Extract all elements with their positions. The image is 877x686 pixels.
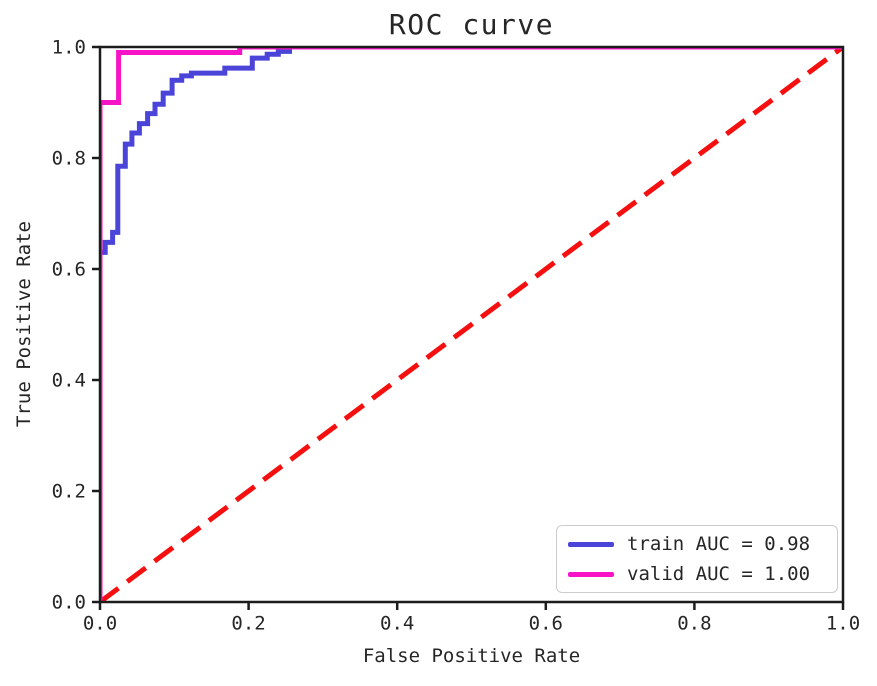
legend-label-valid: valid AUC = 1.00 (627, 562, 811, 585)
plot-spines (98, 45, 845, 604)
y-tick-label: 0.0 (52, 591, 86, 613)
y-tick-label: 0.2 (52, 480, 86, 502)
legend-entry-train: train AUC = 0.98 (557, 532, 837, 557)
chart-title: ROC curve (388, 8, 555, 41)
x-tick-label: 1.0 (826, 613, 860, 635)
x-tick-label: 0.0 (83, 613, 117, 635)
train-curve (100, 47, 843, 602)
curves-layer (100, 47, 843, 602)
legend-label-train: train AUC = 0.98 (627, 532, 811, 555)
y-tick-label: 0.8 (52, 147, 86, 169)
x-axis-label: False Positive Rate (362, 645, 581, 667)
valid-curve (100, 47, 843, 602)
x-tick-label: 0.2 (231, 613, 265, 635)
chance-diagonal-curve (100, 47, 843, 602)
x-tick-label: 0.4 (380, 613, 414, 635)
train-line-swatch (568, 541, 614, 547)
y-tick-label: 0.6 (52, 258, 86, 280)
x-tick-label: 0.6 (529, 613, 563, 635)
y-axis-label: True Positive Rate (13, 221, 35, 427)
legend: train AUC = 0.98 valid AUC = 1.00 (556, 525, 838, 593)
x-tick-label: 0.8 (677, 613, 711, 635)
y-tick-label: 0.4 (52, 369, 86, 391)
valid-line-swatch (568, 571, 614, 577)
legend-entry-valid: valid AUC = 1.00 (557, 562, 837, 587)
y-tick-label: 1.0 (52, 36, 86, 58)
